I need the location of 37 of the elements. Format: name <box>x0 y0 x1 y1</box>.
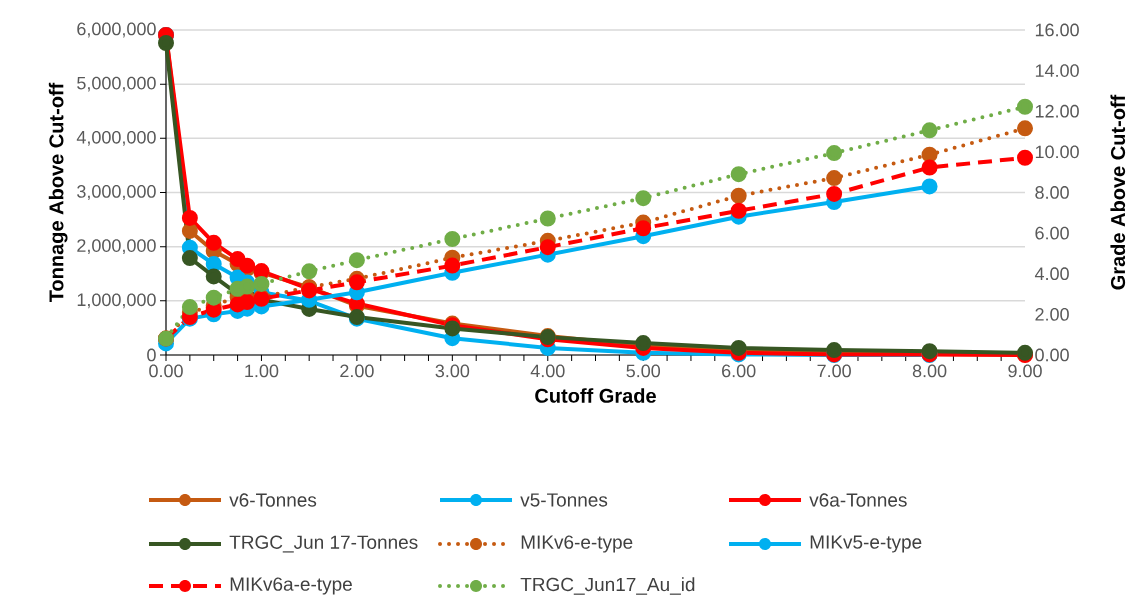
y-tick-label: 5,000,000 <box>77 76 156 92</box>
y-tick-label: 2,000,000 <box>77 239 156 255</box>
y2-tick-label: 10.00 <box>1035 145 1079 159</box>
x-tick-label: 7.00 <box>817 364 851 378</box>
x-tick-label: 6.00 <box>722 364 756 378</box>
y-tick-label: 1,000,000 <box>77 293 156 309</box>
x-axis-title: Cutoff Grade <box>535 388 656 403</box>
legend-label: v5-Tonnes <box>520 493 608 507</box>
x-tick-label: 3.00 <box>435 364 470 378</box>
y-tick-label: 6,000,000 <box>77 22 156 38</box>
legend-label: MIKv6a-e-type <box>230 577 352 595</box>
legend-label: MIKv6-e-type <box>521 535 633 553</box>
legend-label: MIKv5-e-type <box>810 535 922 553</box>
y2-tick-label: 8.00 <box>1035 186 1069 199</box>
y2-tick-label: 2.00 <box>1035 307 1069 321</box>
y-tick-label: 0 <box>147 348 156 362</box>
x-tick-label: 4.00 <box>530 364 565 378</box>
y2-axis-title: Grade Above Cut-off <box>1110 94 1126 290</box>
y2-tick-label: 14.00 <box>1035 64 1079 77</box>
legend-label: TRGC_Jun 17-Tonnes <box>229 535 418 553</box>
y2-tick-label: 6.00 <box>1035 226 1069 240</box>
y-tick-label: 3,000,000 <box>77 185 156 200</box>
x-tick-label: 9.00 <box>1008 364 1042 378</box>
x-tick-label: 5.00 <box>626 364 661 378</box>
x-tick-label: 1.00 <box>245 364 279 378</box>
y-tick-label: 4,000,000 <box>76 130 156 146</box>
x-tick-label: 0.00 <box>149 364 183 378</box>
legend-label: v6-Tonnes <box>229 493 317 507</box>
y2-tick-label: 12.00 <box>1035 104 1079 118</box>
legend-label: TRGC_Jun17_Au_id <box>520 577 695 595</box>
x-tick-label: 8.00 <box>912 364 947 378</box>
y-axis-title: Tonnage Above Cut-off <box>48 82 68 303</box>
y2-tick-label: 4.00 <box>1034 267 1069 281</box>
legend-label: v6a-Tonnes <box>809 493 907 507</box>
x-tick-label: 2.00 <box>340 364 374 378</box>
y2-tick-label: 0.00 <box>1035 348 1069 362</box>
y2-tick-label: 16.00 <box>1035 23 1079 37</box>
